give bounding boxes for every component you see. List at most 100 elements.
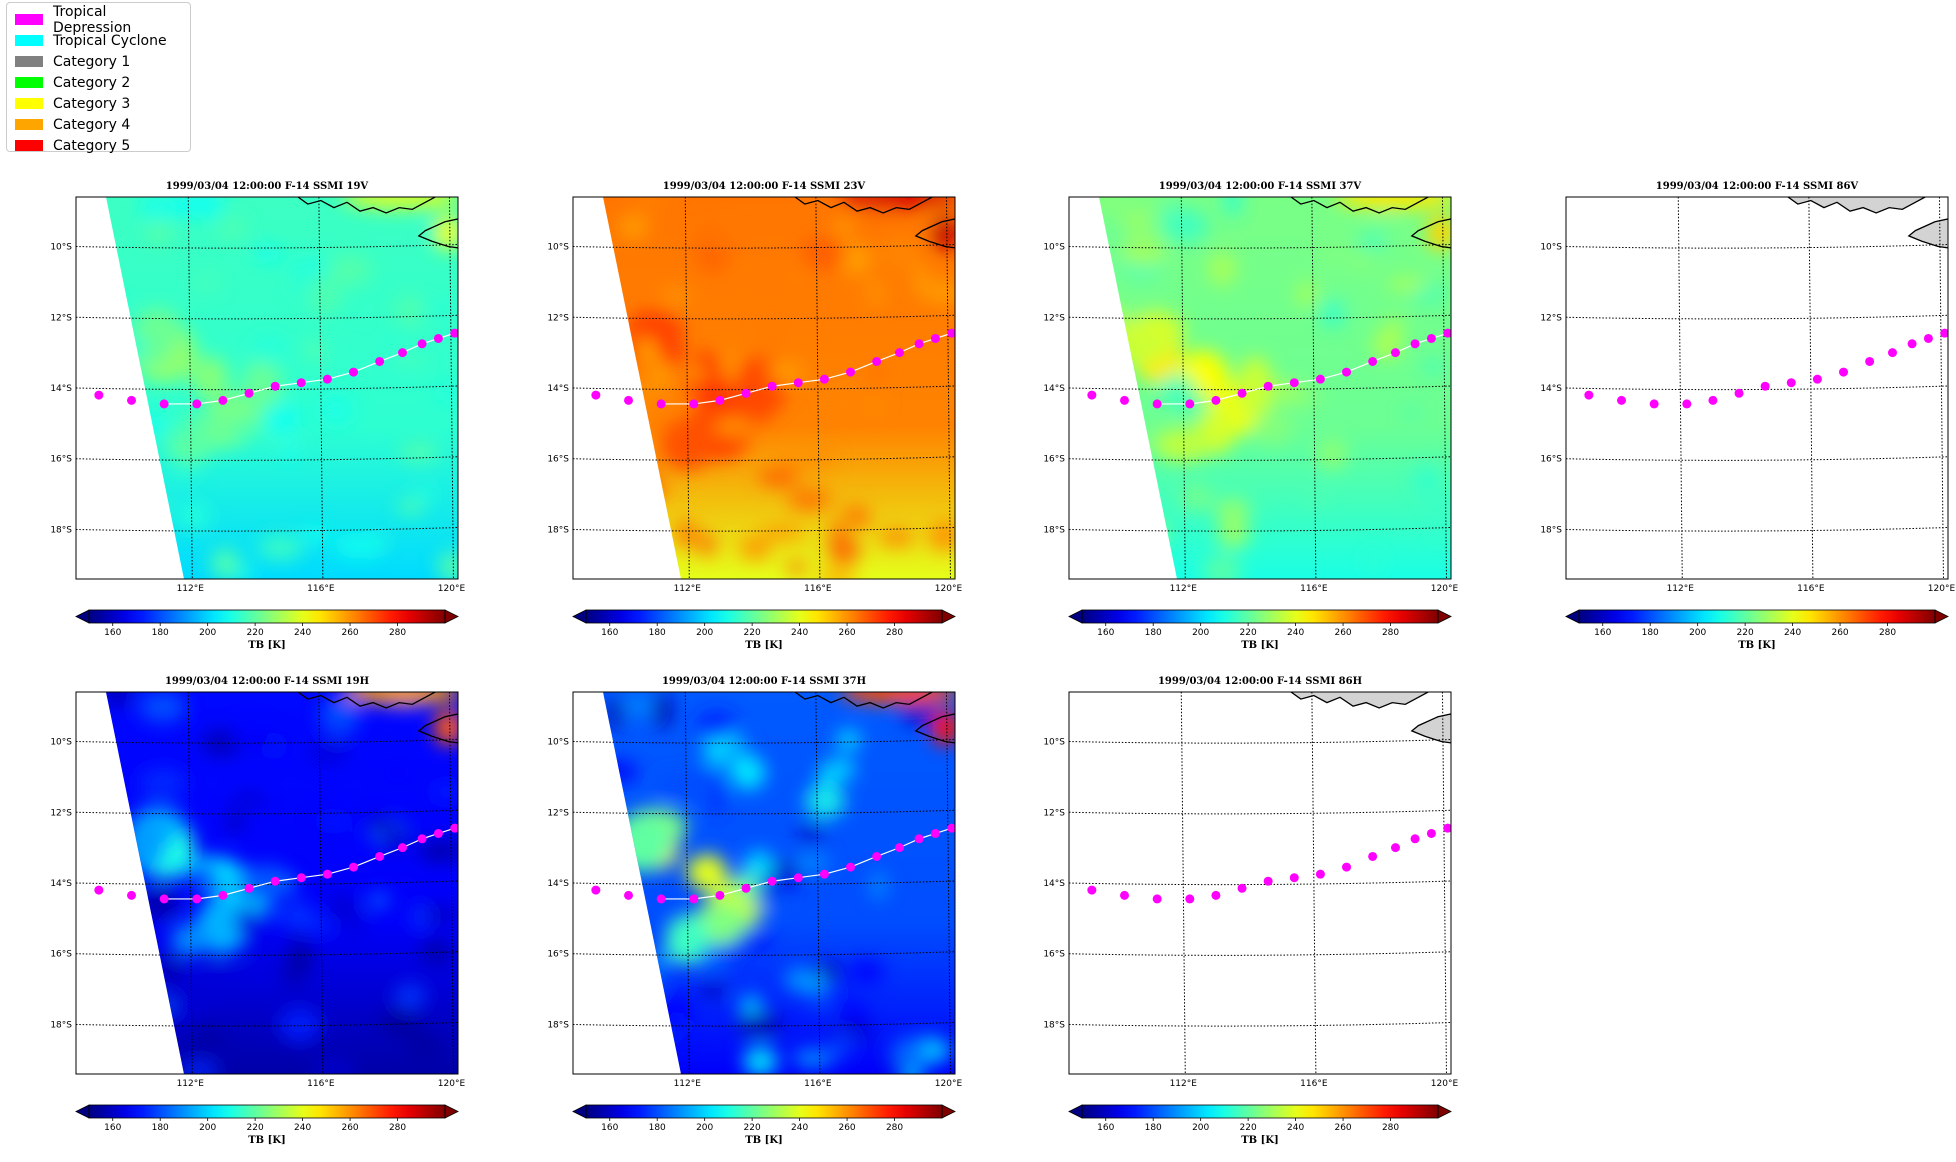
- colorbar-extend-max: [1437, 609, 1452, 624]
- track-point: [1152, 894, 1162, 904]
- lon-tick-label: 116°E: [1300, 584, 1328, 594]
- track-point: [1120, 890, 1130, 900]
- track-point: [1342, 862, 1352, 872]
- track-point: [1907, 339, 1917, 349]
- track-point: [1289, 378, 1299, 388]
- track-point: [1923, 333, 1933, 343]
- colorbar-label: TB [K]: [1241, 1135, 1279, 1146]
- lat-tick-label: 12°S: [50, 808, 72, 818]
- track-point: [375, 851, 385, 861]
- parallel-line: [573, 385, 955, 391]
- parallel-line: [1069, 1021, 1451, 1027]
- colorbar-extend-max: [1437, 1104, 1452, 1119]
- lon-tick-label: 112°E: [674, 1079, 702, 1089]
- track-point: [322, 869, 332, 879]
- legend-swatch: [15, 77, 43, 88]
- track-point: [793, 873, 803, 883]
- colorbar-tick-label: 200: [1689, 628, 1706, 638]
- track-point: [872, 851, 882, 861]
- colorbar-tick-label: 160: [1097, 628, 1114, 638]
- lat-tick-label: 14°S: [1043, 384, 1065, 394]
- legend-item: Category 3: [15, 93, 182, 114]
- panel-title: 1999/03/04 12:00:00 F-14 SSMI 37V: [1159, 181, 1362, 192]
- colorbar-extend-max: [1934, 609, 1949, 624]
- meridian-line: [1441, 197, 1447, 579]
- track-point: [1087, 885, 1097, 895]
- legend-item: Category 5: [15, 135, 182, 156]
- colorbar-tick-label: 160: [104, 628, 121, 638]
- colorbar-extend-min: [1068, 609, 1083, 624]
- track-point: [127, 890, 137, 900]
- parallel-line: [1566, 456, 1948, 461]
- parallel-line: [76, 244, 458, 249]
- legend-swatch: [15, 119, 43, 130]
- colorbar-tick-label: 280: [389, 1123, 406, 1133]
- meridian-line: [187, 692, 193, 1074]
- track-point: [1760, 381, 1770, 391]
- meridian-line: [945, 197, 951, 579]
- track-point: [1812, 374, 1822, 384]
- track-point: [94, 390, 104, 400]
- parallel-line: [573, 456, 955, 461]
- panel-37v: 1999/03/04 12:00:00 F-14 SSMI 37V 10°S 12°…: [1043, 181, 1458, 651]
- meridian-line: [448, 692, 454, 1074]
- parallel-line: [1069, 526, 1451, 532]
- legend-swatch: [15, 140, 43, 151]
- colorbar-tick-label: 160: [1097, 1123, 1114, 1133]
- meridian-line: [815, 692, 821, 1074]
- meridian-line: [1677, 197, 1683, 579]
- lat-tick-label: 14°S: [1043, 879, 1065, 889]
- track-point: [846, 367, 856, 377]
- track-point: [741, 388, 751, 398]
- legend-label: Category 4: [53, 116, 131, 133]
- parallel-line: [1566, 244, 1948, 249]
- parallel-line: [76, 314, 458, 320]
- colorbar-extend-min: [1068, 1104, 1083, 1119]
- track-point: [1185, 399, 1195, 409]
- track-point: [1865, 356, 1875, 366]
- track-point: [244, 388, 254, 398]
- track-point: [1734, 388, 1744, 398]
- colorbar-tick-label: 220: [247, 1123, 264, 1133]
- lat-tick-label: 14°S: [1540, 384, 1562, 394]
- track-point: [819, 869, 829, 879]
- track-point: [947, 823, 955, 833]
- track-point: [218, 395, 228, 405]
- map-frame: [1068, 196, 1452, 580]
- track-point: [1263, 381, 1273, 391]
- lat-tick-label: 18°S: [50, 1020, 72, 1030]
- track-point: [947, 328, 955, 338]
- colorbar-label: TB [K]: [1738, 640, 1776, 651]
- track-point: [1120, 395, 1130, 405]
- lat-tick-label: 12°S: [1540, 313, 1562, 323]
- panel-23v: 1999/03/04 12:00:00 F-14 SSMI 23V 10°S 12°…: [547, 181, 962, 651]
- track-point: [914, 834, 924, 844]
- parallel-line: [1069, 739, 1451, 744]
- track-point: [1263, 876, 1273, 886]
- colorbar-label: TB [K]: [745, 1135, 783, 1146]
- track-point: [1390, 843, 1400, 853]
- parallel-line: [1069, 456, 1451, 461]
- colorbar-tick-label: 280: [886, 628, 903, 638]
- colorbar-tick-label: 260: [341, 628, 358, 638]
- colorbar-tick-label: 280: [1382, 628, 1399, 638]
- lat-tick-label: 10°S: [1540, 243, 1562, 253]
- colorbar-tick-label: 260: [838, 628, 855, 638]
- colorbar-tick-label: 180: [649, 628, 666, 638]
- legend-item: Tropical Depression: [15, 4, 182, 36]
- island-outline: [914, 713, 955, 744]
- colorbar: 160 180 200 220 240 260 280 TB [K]: [1068, 609, 1452, 651]
- track-point: [450, 823, 458, 833]
- lon-tick-label: 112°E: [177, 1079, 205, 1089]
- colorbar-tick-label: 240: [1287, 1123, 1304, 1133]
- parallel-line: [1069, 385, 1451, 391]
- colorbar-label: TB [K]: [745, 640, 783, 651]
- meridian-line: [1808, 197, 1814, 579]
- parallel-line: [573, 951, 955, 956]
- meridian-line: [318, 692, 324, 1074]
- track-point: [914, 339, 924, 349]
- meridian-line: [1180, 197, 1186, 579]
- lat-tick-label: 18°S: [50, 525, 72, 535]
- track-point: [1342, 367, 1352, 377]
- colorbar-tick-label: 260: [838, 1123, 855, 1133]
